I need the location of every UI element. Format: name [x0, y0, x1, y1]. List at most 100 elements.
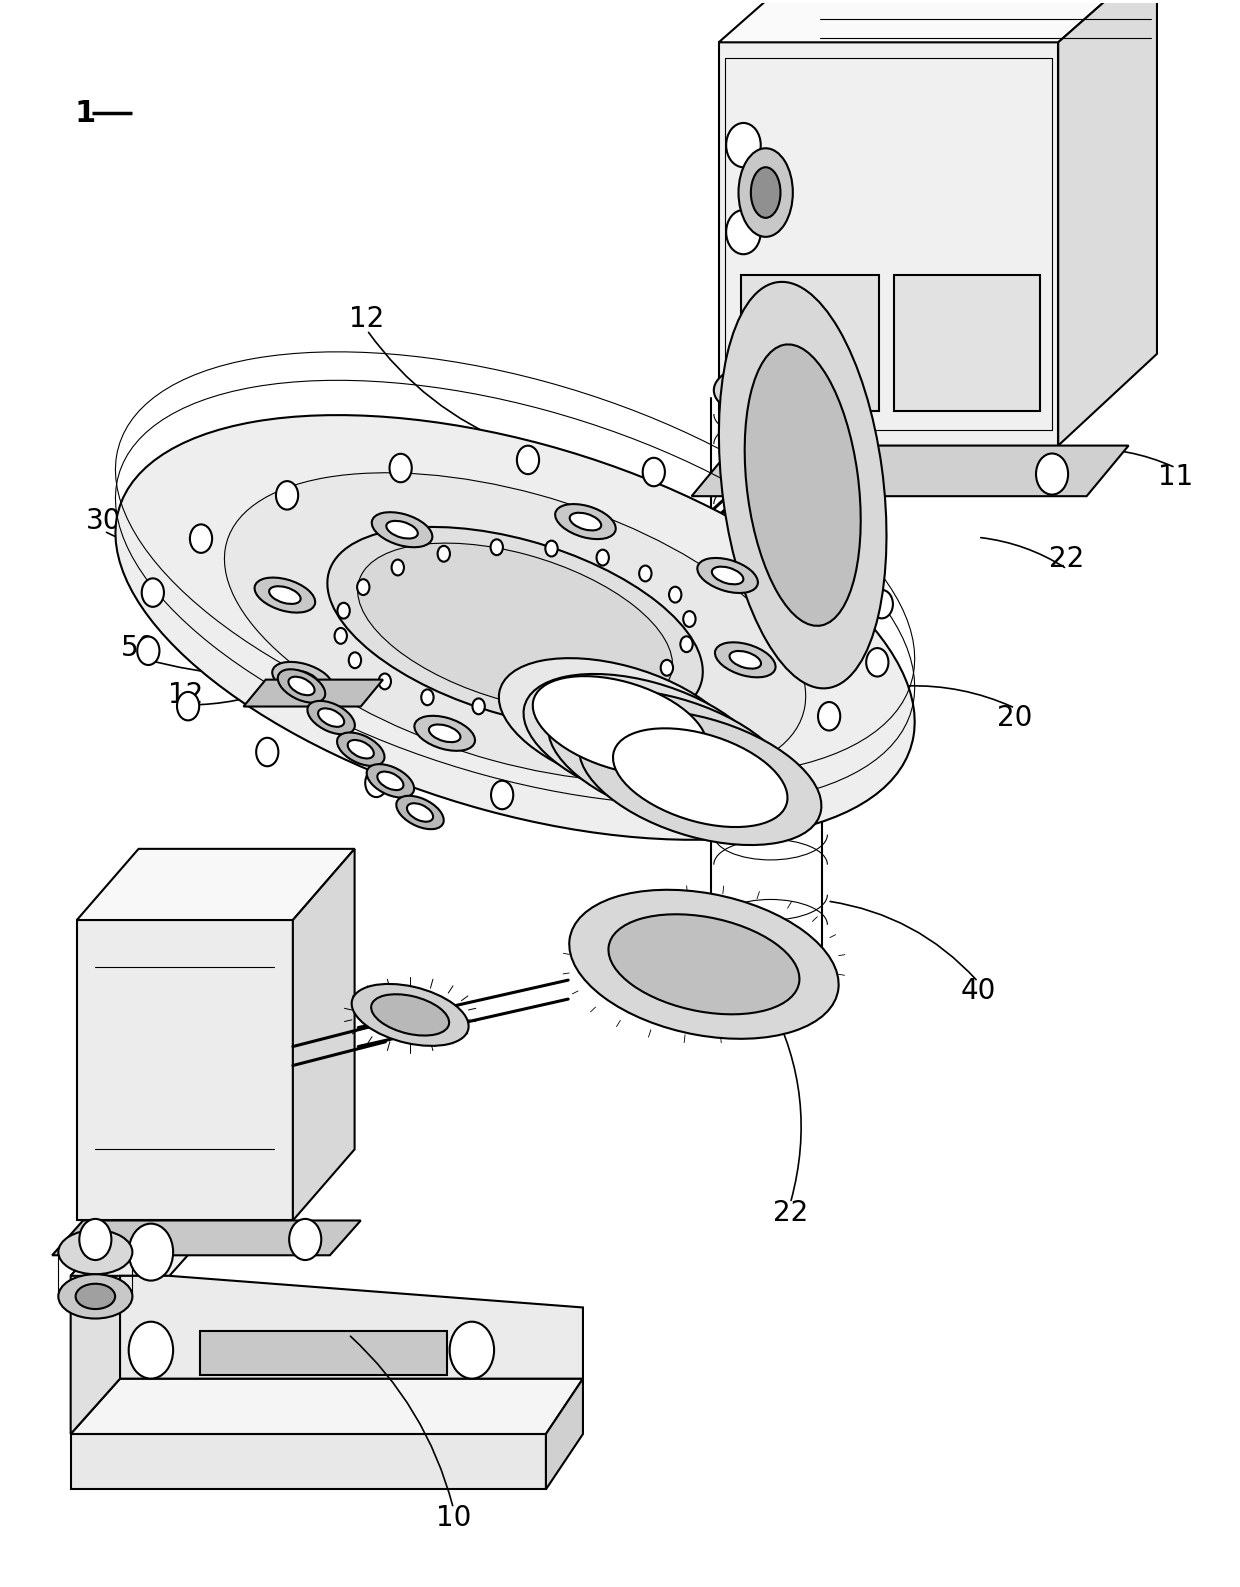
Circle shape: [438, 546, 450, 562]
Text: 50: 50: [120, 635, 156, 662]
Ellipse shape: [367, 765, 414, 798]
Polygon shape: [71, 1220, 218, 1276]
Circle shape: [580, 694, 593, 709]
Ellipse shape: [286, 671, 319, 689]
Polygon shape: [894, 275, 1039, 411]
Circle shape: [642, 457, 665, 486]
Ellipse shape: [352, 984, 469, 1046]
Circle shape: [337, 603, 350, 619]
Circle shape: [619, 773, 641, 801]
Polygon shape: [719, 43, 1058, 446]
Circle shape: [348, 652, 361, 668]
Ellipse shape: [273, 662, 332, 697]
Text: 30: 30: [87, 508, 122, 535]
Circle shape: [450, 1322, 494, 1379]
Ellipse shape: [715, 643, 775, 678]
Text: 20: 20: [997, 703, 1033, 732]
Text: 11: 11: [1158, 463, 1193, 492]
Ellipse shape: [569, 890, 838, 1039]
Circle shape: [357, 579, 370, 595]
Polygon shape: [293, 849, 355, 1220]
Text: 22: 22: [773, 1198, 808, 1227]
Ellipse shape: [714, 947, 827, 1005]
Polygon shape: [692, 446, 1128, 497]
Ellipse shape: [269, 586, 300, 605]
Circle shape: [79, 1219, 112, 1260]
Circle shape: [378, 673, 391, 689]
Ellipse shape: [357, 543, 672, 713]
Circle shape: [681, 636, 693, 652]
Ellipse shape: [115, 416, 915, 840]
Text: 40: 40: [960, 978, 996, 1005]
Circle shape: [422, 689, 434, 705]
Circle shape: [751, 489, 774, 517]
Ellipse shape: [719, 282, 887, 689]
Polygon shape: [52, 1220, 361, 1255]
Ellipse shape: [548, 690, 791, 825]
Circle shape: [392, 560, 404, 576]
Circle shape: [670, 587, 682, 603]
Ellipse shape: [289, 676, 315, 695]
Circle shape: [626, 679, 639, 695]
Ellipse shape: [377, 771, 403, 790]
Circle shape: [732, 746, 754, 774]
Circle shape: [546, 541, 558, 557]
Circle shape: [257, 738, 279, 767]
Text: 1: 1: [74, 98, 95, 129]
Polygon shape: [71, 1379, 583, 1435]
Ellipse shape: [613, 716, 644, 735]
Polygon shape: [742, 275, 879, 411]
Ellipse shape: [407, 803, 433, 822]
Circle shape: [727, 122, 760, 167]
Circle shape: [389, 454, 412, 482]
Circle shape: [683, 611, 696, 627]
Ellipse shape: [697, 559, 758, 594]
Circle shape: [867, 647, 888, 676]
Ellipse shape: [523, 674, 766, 809]
Circle shape: [289, 1219, 321, 1260]
Circle shape: [517, 446, 539, 475]
Circle shape: [472, 698, 485, 714]
Circle shape: [366, 768, 387, 797]
Polygon shape: [243, 679, 383, 706]
Ellipse shape: [739, 148, 792, 236]
Circle shape: [661, 660, 673, 676]
Ellipse shape: [569, 513, 601, 530]
Polygon shape: [719, 0, 1157, 43]
Ellipse shape: [278, 670, 325, 703]
Ellipse shape: [714, 362, 827, 419]
Circle shape: [141, 578, 164, 606]
Ellipse shape: [319, 708, 345, 727]
Polygon shape: [71, 1435, 546, 1489]
Polygon shape: [120, 1276, 583, 1379]
Ellipse shape: [327, 527, 703, 728]
Ellipse shape: [347, 740, 373, 759]
Circle shape: [491, 781, 513, 809]
Circle shape: [129, 1224, 174, 1281]
Polygon shape: [546, 1379, 583, 1489]
Ellipse shape: [533, 676, 707, 774]
Polygon shape: [71, 1220, 120, 1435]
Polygon shape: [77, 920, 293, 1220]
Circle shape: [596, 549, 609, 565]
Ellipse shape: [745, 344, 861, 625]
Circle shape: [190, 524, 212, 552]
Ellipse shape: [371, 993, 449, 1036]
Ellipse shape: [58, 1274, 133, 1319]
Circle shape: [870, 590, 893, 619]
Circle shape: [177, 692, 200, 720]
Ellipse shape: [308, 701, 355, 735]
Circle shape: [129, 1322, 174, 1379]
Text: 10: 10: [435, 1504, 471, 1531]
Circle shape: [639, 565, 651, 581]
Circle shape: [818, 701, 841, 730]
Polygon shape: [201, 1331, 448, 1376]
Ellipse shape: [387, 521, 418, 538]
Polygon shape: [1058, 0, 1157, 446]
Ellipse shape: [498, 659, 742, 794]
Ellipse shape: [224, 473, 806, 782]
Ellipse shape: [414, 716, 475, 751]
Ellipse shape: [556, 505, 616, 540]
Ellipse shape: [609, 914, 800, 1014]
Circle shape: [727, 209, 760, 254]
